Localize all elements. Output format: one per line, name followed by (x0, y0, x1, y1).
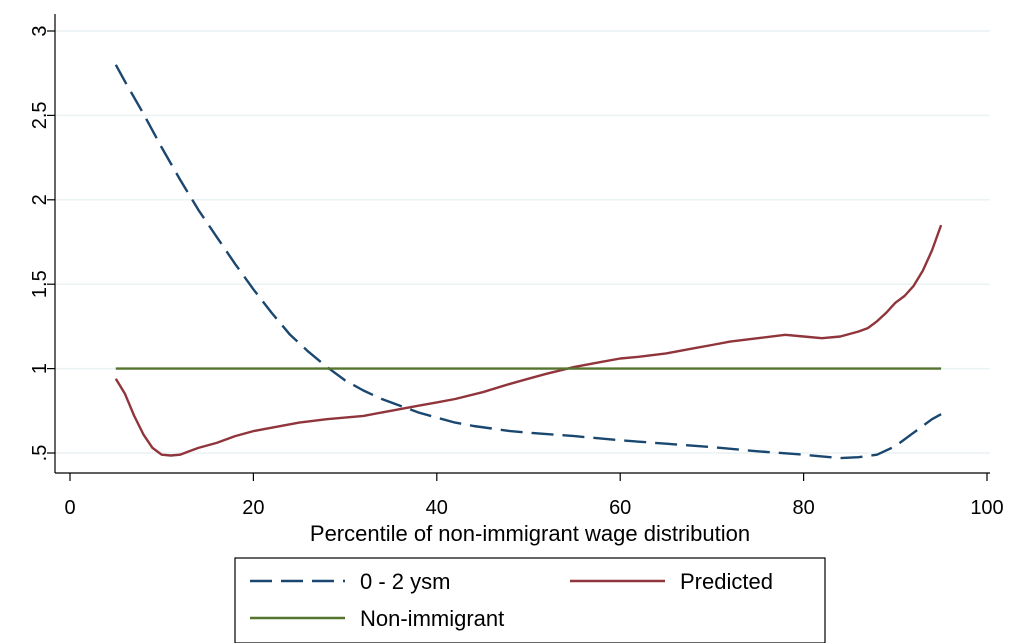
legend: 0 - 2 ysm Predicted Non-immigrant (234, 557, 826, 643)
legend-label-0: 0 - 2 ysm (360, 569, 450, 594)
x-tick-label-0: 0 (64, 497, 75, 519)
x-tick-label-3: 60 (609, 497, 631, 519)
y-tick-label-4: 2.5 (29, 101, 51, 129)
x-axis-title: Percentile of non-immigrant wage distrib… (310, 521, 750, 546)
y-tick-label-1: 1 (29, 363, 51, 374)
legend-box (234, 557, 826, 643)
y-tick-label-5: 3 (29, 25, 51, 36)
axes: .5 1 1.5 2 2.5 3 0 20 40 60 80 100 (29, 14, 1004, 519)
y-tick-label-3: 2 (29, 194, 51, 205)
series-line-1 (114, 224, 943, 457)
x-tick-label-4: 80 (792, 497, 814, 519)
x-tick-label-1: 20 (242, 497, 264, 519)
x-tick-label-5: 100 (970, 497, 1003, 519)
series-line-0 (114, 64, 942, 460)
x-tick-label-2: 40 (426, 497, 448, 519)
y-tick-label-0: .5 (29, 445, 51, 462)
legend-label-2: Non-immigrant (360, 606, 504, 631)
legend-label-1: Predicted (680, 569, 773, 594)
series-lines (114, 64, 943, 460)
y-tick-label-2: 1.5 (29, 270, 51, 298)
